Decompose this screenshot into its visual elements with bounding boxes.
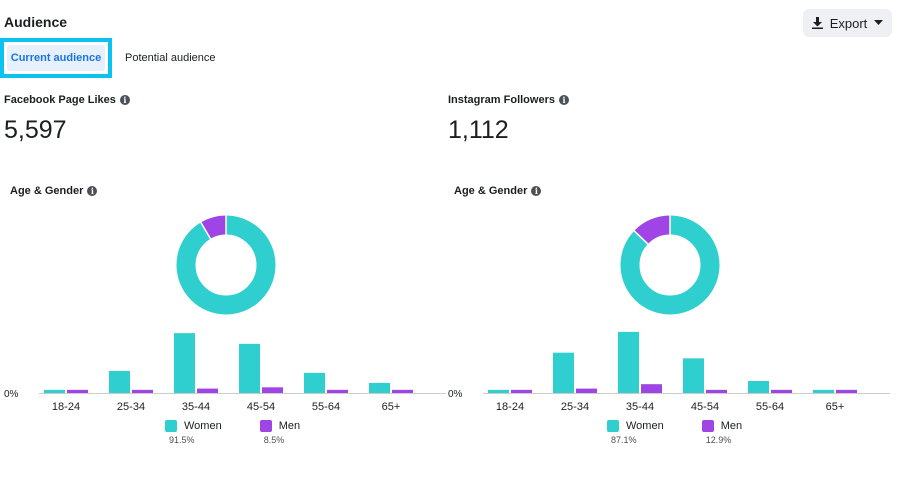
x-tick-label: 55-64 xyxy=(312,401,340,413)
bar-men-18-24 xyxy=(511,389,532,393)
legend-item-women: Women 87.1% xyxy=(607,420,664,445)
x-tick-label: 25-34 xyxy=(117,401,145,413)
legend-item-women: Women 91.5% xyxy=(165,420,222,445)
legend-women-pct: 87.1% xyxy=(611,435,637,445)
x-tick-label: 18-24 xyxy=(496,401,524,413)
x-tick-label: 55-64 xyxy=(756,401,784,413)
x-tick-label: 65+ xyxy=(826,401,845,413)
bar-men-45-54 xyxy=(706,389,727,393)
men-swatch xyxy=(701,420,714,432)
info-icon[interactable]: i xyxy=(558,95,569,105)
bar-men-18-24 xyxy=(67,389,88,393)
men-swatch xyxy=(259,420,272,432)
legend-item-men: Men 12.9% xyxy=(701,420,743,445)
age-gender-chart-facebook: 0% 18-24 25-34 35-44 45-54 55-64 65+ xyxy=(4,214,446,413)
legend-men-pct: 8.5% xyxy=(263,435,285,445)
bar-women-45-54 xyxy=(683,358,704,393)
x-tick-label: 18-24 xyxy=(52,401,80,413)
x-tick-label: 45-54 xyxy=(691,401,719,413)
x-tick-label: 45-54 xyxy=(247,401,275,413)
bar-men-25-34 xyxy=(576,388,597,393)
instagram-followers-label: Instagram Followers i xyxy=(448,94,569,106)
bar-men-55-64 xyxy=(327,389,348,393)
age-gender-chart-instagram: 0% 18-24 25-34 35-44 45-54 55-64 65+ xyxy=(448,214,890,413)
x-tick-label: 25-34 xyxy=(561,401,589,413)
x-tick-label: 65+ xyxy=(382,401,401,413)
x-tick-label: 35-44 xyxy=(626,401,654,413)
bar-women-65+ xyxy=(813,389,834,393)
women-swatch xyxy=(165,420,177,432)
facebook-page-likes-label: Facebook Page Likes i xyxy=(4,94,130,106)
tab-current-audience[interactable]: Current audience xyxy=(0,38,112,78)
bar-women-18-24 xyxy=(488,389,509,393)
bar-women-55-64 xyxy=(748,381,769,393)
x-tick-label: 35-44 xyxy=(182,401,210,413)
export-label: Export xyxy=(829,15,868,31)
bar-men-45-54 xyxy=(262,387,283,393)
age-gender-text: Age & Gender xyxy=(10,185,84,197)
legend-item-men: Men 8.5% xyxy=(259,420,301,445)
donut-separator xyxy=(199,221,212,240)
instagram-followers-text: Instagram Followers xyxy=(448,94,555,106)
instagram-followers-value: 1,112 xyxy=(448,116,509,144)
facebook-page-likes-text: Facebook Page Likes xyxy=(4,94,116,106)
legend-men-pct: 12.9% xyxy=(705,435,732,445)
download-icon xyxy=(811,17,823,29)
info-icon[interactable]: i xyxy=(87,186,98,196)
bar-women-45-54 xyxy=(239,343,260,393)
info-icon[interactable]: i xyxy=(531,186,542,196)
chart-legend-instagram: Women 87.1% Men 12.9% xyxy=(607,420,742,445)
caret-down-icon xyxy=(874,20,884,25)
bar-men-55-64 xyxy=(771,389,792,393)
bar-men-35-44 xyxy=(197,388,218,393)
age-gender-label: Age & Gender i xyxy=(454,185,542,197)
legend-women-label: Women xyxy=(626,420,664,432)
legend-men-label: Men xyxy=(278,420,301,432)
bar-women-35-44 xyxy=(618,331,639,393)
bar-women-55-64 xyxy=(304,372,325,393)
age-gender-label: Age & Gender i xyxy=(10,185,98,197)
donut-separator xyxy=(632,229,650,246)
bar-women-65+ xyxy=(369,382,390,393)
bar-men-25-34 xyxy=(132,389,153,393)
legend-women-pct: 91.5% xyxy=(169,435,195,445)
info-icon[interactable]: i xyxy=(119,95,130,105)
y-tick-label: 0% xyxy=(448,389,463,400)
donut-segment-women xyxy=(176,215,276,315)
bar-women-25-34 xyxy=(109,370,130,393)
export-button[interactable]: Export xyxy=(803,9,892,37)
age-gender-text: Age & Gender xyxy=(454,185,528,197)
page-title: Audience xyxy=(4,14,68,30)
y-tick-label: 0% xyxy=(4,389,19,400)
women-swatch xyxy=(607,420,619,432)
tab-potential-audience[interactable]: Potential audience xyxy=(125,52,216,64)
bar-men-65+ xyxy=(392,389,413,393)
bar-men-65+ xyxy=(836,389,857,393)
tab-current-audience-label: Current audience xyxy=(7,45,105,71)
legend-women-label: Women xyxy=(184,420,222,432)
legend-men-label: Men xyxy=(720,420,743,432)
facebook-page-likes-value: 5,597 xyxy=(4,116,67,144)
bar-women-25-34 xyxy=(553,352,574,393)
bar-women-35-44 xyxy=(174,333,195,393)
chart-legend-facebook: Women 91.5% Men 8.5% xyxy=(165,420,300,445)
bar-men-35-44 xyxy=(641,384,662,393)
bar-women-18-24 xyxy=(44,389,65,393)
